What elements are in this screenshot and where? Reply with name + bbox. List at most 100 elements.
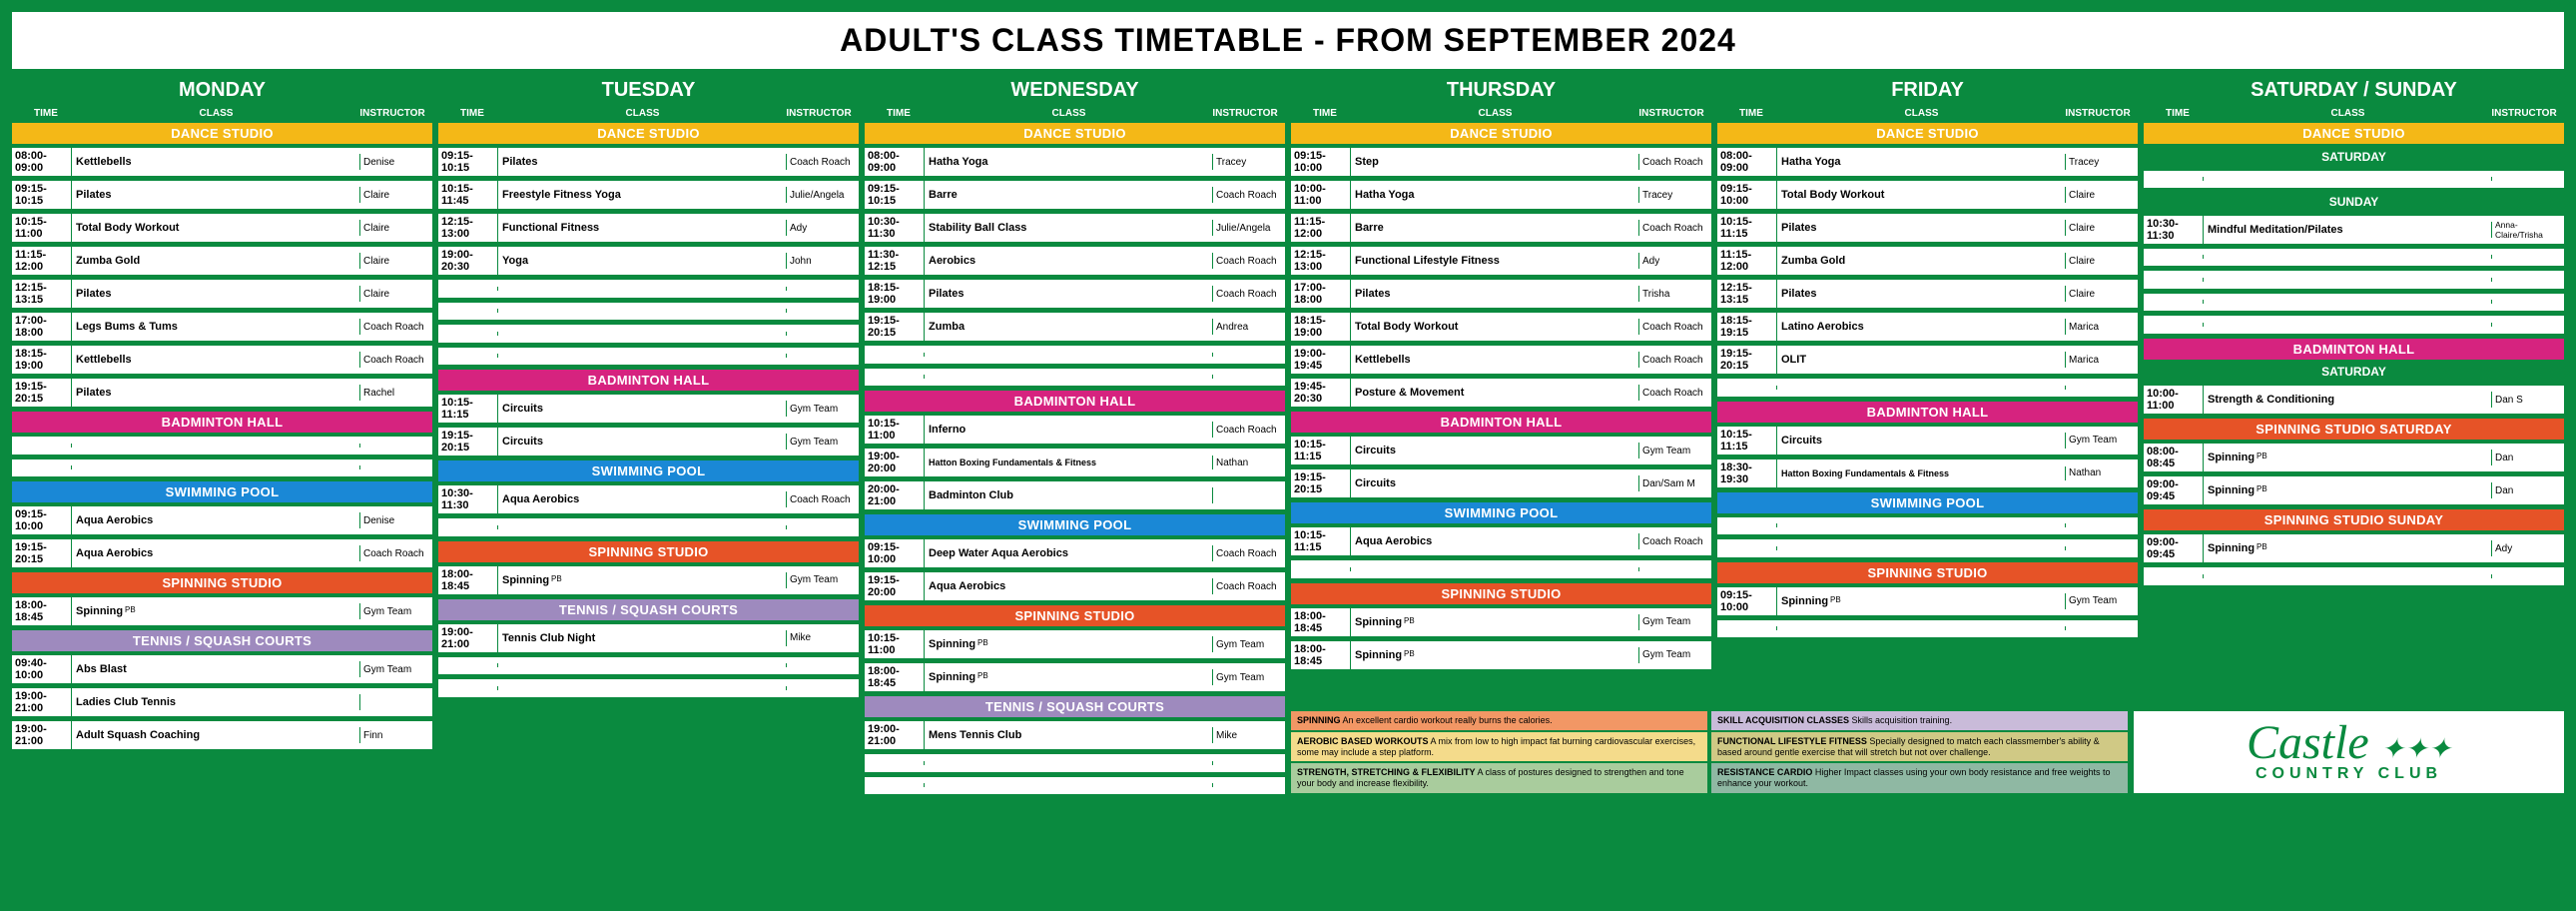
class-row [438,657,859,676]
legend-item: FUNCTIONAL LIFESTYLE FITNESS Specially d… [1711,732,2128,762]
time-cell: 18:15-19:00 [865,280,925,308]
class-cell: Adult Squash Coaching [72,727,360,743]
instructor-cell: Coach Roach [1639,221,1711,236]
class-cell: SpinningPB [925,669,1213,685]
time-cell: 10:15-11:45 [438,181,498,209]
time-cell: 09:15-10:00 [865,539,925,567]
day-column: WEDNESDAYTIMECLASSINSTRUCTORDANCE STUDIO… [865,77,1285,795]
section-header: DANCE STUDIO [1291,123,1711,144]
time-cell: 10:15-11:15 [1717,427,1777,455]
instructor-cell: Marica [2066,353,2138,368]
logo: Castle ✦✦✦COUNTRY CLUB [2134,711,2564,793]
section-header: BADMINTON HALL [438,370,859,391]
time-cell: 19:00-19:45 [1291,346,1351,374]
instructor-cell: Julie/Angela [787,188,859,203]
time-cell: 18:00-18:45 [12,597,72,625]
class-cell: Pilates [72,286,360,302]
class-cell: Latino Aerobics [1777,319,2066,335]
section-header: SPINNING STUDIO SATURDAY [2144,419,2564,440]
class-cell: Freestyle Fitness Yoga [498,187,787,203]
class-row [2144,171,2564,190]
class-row: 10:15-11:15PilatesClaire [1717,214,2138,243]
instructor-cell: Gym Team [1639,444,1711,458]
instructor-cell: Claire [2066,254,2138,269]
instructor-cell: Gym Team [787,435,859,450]
day-name: FRIDAY [1717,77,2138,104]
timetable-columns: MONDAYTIMECLASSINSTRUCTORDANCE STUDIO08:… [12,77,2564,795]
class-row: SATURDAY [2144,148,2564,167]
time-cell: 19:15-20:15 [12,539,72,567]
column-headers: TIMECLASSINSTRUCTOR [1291,108,1711,119]
time-cell: 19:00-21:00 [12,721,72,749]
section-header: SPINNING STUDIO SUNDAY [2144,509,2564,530]
section-header: SPINNING STUDIO [12,572,432,593]
class-row: 17:00-18:00PilatesTrisha [1291,280,1711,309]
section-header: BADMINTON HALL [12,412,432,433]
instructor-cell: Nathan [1213,456,1285,470]
time-cell: 20:00-21:00 [865,481,925,509]
class-row: 10:15-11:00SpinningPBGym Team [865,630,1285,659]
time-cell: 08:00-09:00 [1717,148,1777,176]
section-header: BADMINTON HALL [1717,402,2138,423]
instructor-cell: Coach Roach [1213,579,1285,594]
class-cell: OLIT [1777,352,2066,368]
class-row: 08:00-09:00Hatha YogaTracey [1717,148,2138,177]
time-cell: 18:30-19:30 [1717,459,1777,487]
class-row: SATURDAY [2144,364,2564,383]
legend: SPINNING An excellent cardio workout rea… [1291,711,2128,793]
instructor-cell: Gym Team [360,662,432,677]
class-row: 19:00-21:00Adult Squash CoachingFinn [12,721,432,750]
class-row: 18:15-19:00Total Body WorkoutCoach Roach [1291,313,1711,342]
time-cell: 09:15-10:00 [1291,148,1351,176]
instructor-cell: Coach Roach [787,492,859,507]
class-cell: Step [1351,154,1639,170]
time-cell: 10:30-11:30 [2144,216,2204,244]
time-cell: 10:30-11:30 [438,485,498,513]
section-header: TENNIS / SQUASH COURTS [12,630,432,651]
time-cell: 19:00-20:00 [865,449,925,476]
class-row [865,754,1285,773]
class-row [12,437,432,456]
instructor-cell: Mike [787,630,859,645]
class-row: 11:15-12:00BarreCoach Roach [1291,214,1711,243]
instructor-cell: Claire [2066,188,2138,203]
day-name: THURSDAY [1291,77,1711,104]
class-cell: Ladies Club Tennis [72,694,360,710]
class-cell: Yoga [498,253,787,269]
class-row: 19:15-20:15Aqua AerobicsCoach Roach [12,539,432,568]
time-cell: 10:15-11:00 [865,630,925,658]
instructor-cell: Coach Roach [1213,287,1285,302]
class-row [438,348,859,367]
section-header: DANCE STUDIO [438,123,859,144]
instructor-cell: Ady [787,221,859,236]
instructor-cell: Finn [360,728,432,743]
time-cell: 19:15-20:15 [1291,469,1351,497]
day-column: FRIDAYTIMECLASSINSTRUCTORDANCE STUDIO08:… [1717,77,2138,795]
class-row: 19:00-20:00Hatton Boxing Fundamentals & … [865,449,1285,477]
logo-main: Castle ✦✦✦ [2247,721,2451,764]
class-row: 19:45-20:30Posture & MovementCoach Roach [1291,379,1711,408]
class-row: 19:15-20:15OLITMarica [1717,346,2138,375]
class-cell: Abs Blast [72,661,360,677]
time-cell: 10:00-11:00 [1291,181,1351,209]
class-cell: Pilates [1777,220,2066,236]
class-row [2144,567,2564,586]
time-cell: 12:15-13:00 [438,214,498,242]
class-row: 08:00-09:00KettlebellsDenise [12,148,432,177]
time-cell: 10:30-11:30 [865,214,925,242]
class-row: 18:15-19:00KettlebellsCoach Roach [12,346,432,375]
instructor-cell: Coach Roach [787,155,859,170]
instructor-cell: Trisha [1639,287,1711,302]
day-name: SATURDAY / SUNDAY [2144,77,2564,104]
class-row [1717,620,2138,639]
instructor-cell [1213,493,1285,497]
class-row [438,280,859,299]
class-row: 10:30-11:30Mindful Meditation/PilatesAnn… [2144,216,2564,245]
section-header: SPINNING STUDIO [1717,562,2138,583]
section-header: SWIMMING POOL [438,460,859,481]
class-cell: Kettlebells [1351,352,1639,368]
class-row: 19:15-20:15PilatesRachel [12,379,432,408]
day-name: TUESDAY [438,77,859,104]
class-cell: Total Body Workout [1777,187,2066,203]
class-row: 12:15-13:15PilatesClaire [12,280,432,309]
